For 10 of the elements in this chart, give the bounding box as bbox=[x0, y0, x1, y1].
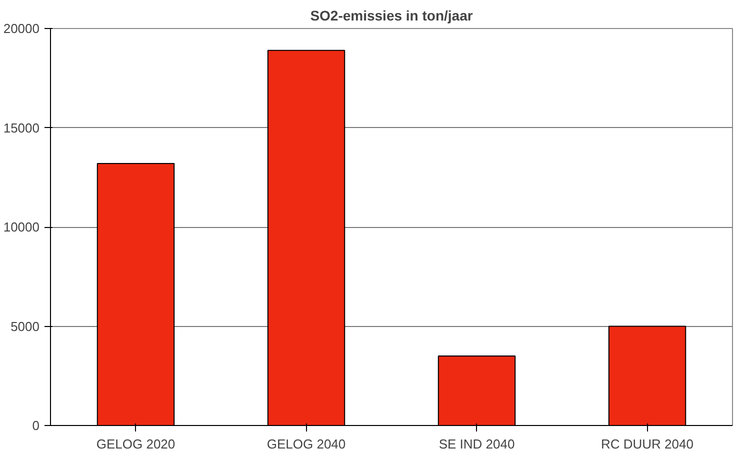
y-tick-label: 15000 bbox=[3, 120, 40, 136]
chart-title: SO2-emissies in ton/jaar bbox=[310, 8, 474, 24]
x-tick-label: GELOG 2020 bbox=[96, 436, 176, 452]
y-tick-label: 20000 bbox=[3, 21, 40, 36]
x-tick-label: RC DUUR 2040 bbox=[601, 436, 694, 452]
y-tick-label: 10000 bbox=[3, 220, 40, 234]
y-tick-label: 5000 bbox=[10, 318, 40, 334]
y-tick-label: 0 bbox=[32, 418, 40, 433]
x-tick-label: SE IND 2040 bbox=[438, 436, 515, 452]
x-tick-label: GELOG 2040 bbox=[266, 436, 346, 452]
